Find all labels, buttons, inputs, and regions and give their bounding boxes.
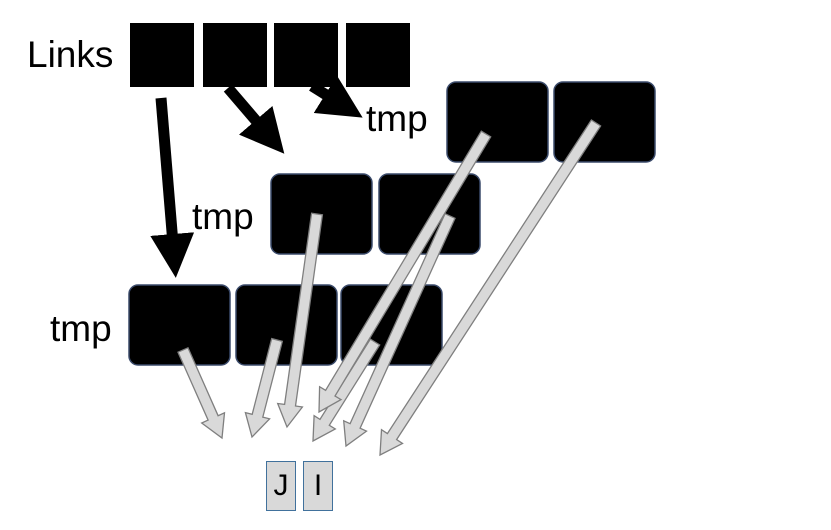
links-cell-3 [346,23,410,87]
link-arrow-tmp3-cell0 [177,346,226,440]
links-cell-2 [274,23,338,87]
pointer-arrows [150,75,363,278]
tmp-label-3: tmp [50,308,112,349]
tmp-label-2: tmp [192,196,254,237]
target-node-i-label: I [313,469,323,502]
links-cell-0 [130,23,194,87]
tmp-label-1: tmp [366,98,428,139]
tmp2-cell-1 [378,173,481,255]
pointer-arrow-links1 [223,84,285,154]
link-arrow-tmp3-cell2 [312,338,381,443]
links-array [130,23,410,87]
pointer-arrow-links2 [309,75,363,118]
link-arrow-tmp2-cell1 [342,212,456,448]
tmp3-cell-0 [128,284,231,366]
tmp1-cell-1 [553,81,656,163]
links-cell-1 [203,23,267,87]
link-arrow-tmp1-cell0 [318,130,492,414]
target-node-j: J [266,461,296,511]
link-arrows [177,119,602,457]
link-arrow-tmp3-cell1 [244,337,284,439]
target-node-j-label: J [273,469,289,502]
tmp2-cell-0 [270,173,373,255]
tmp1-cell-0 [446,81,549,163]
link-arrow-tmp1-cell1 [379,119,602,457]
links-label: Links [27,34,114,75]
link-arrow-tmp2-cell0 [276,212,324,429]
pointer-arrow-links0 [150,97,195,278]
tmp3-cell-1 [235,284,338,366]
target-node-i: I [303,461,333,511]
tmp-array-3 [128,284,443,366]
